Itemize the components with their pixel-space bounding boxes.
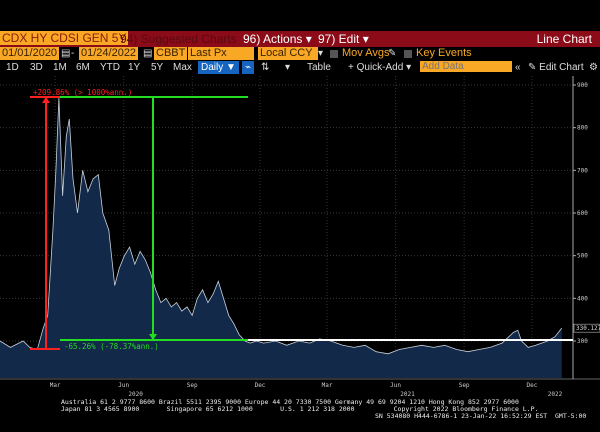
x-tick-label: Sep bbox=[187, 382, 198, 389]
x-tick-label: Mar bbox=[50, 382, 61, 389]
bar-chart-icon[interactable]: ⇅ bbox=[261, 62, 270, 73]
key-events-checkbox[interactable] bbox=[404, 50, 412, 58]
date-separator: - bbox=[71, 48, 75, 59]
key-events-label: Key Events bbox=[416, 47, 472, 59]
currency-dropdown-icon[interactable]: ▾ bbox=[318, 48, 324, 59]
x-tick-label: Jun bbox=[118, 382, 129, 389]
table-button[interactable]: Table bbox=[307, 62, 331, 73]
suggested-charts-button[interactable]: 94) Suggested Charts bbox=[120, 32, 237, 46]
y-tick-label: 900 bbox=[577, 82, 588, 89]
ticker-field[interactable]: CDX HY CDSI GEN 5Y bbox=[0, 31, 129, 45]
y-tick-label: 500 bbox=[577, 253, 588, 260]
gear-icon[interactable]: ⚙ bbox=[589, 62, 598, 73]
collapse-icon[interactable]: « bbox=[515, 62, 521, 73]
y-tick-label: 700 bbox=[577, 167, 588, 174]
rise-annotation: +209.86% (> 1000%ann.) bbox=[33, 88, 132, 97]
y-tick-label: 600 bbox=[577, 210, 588, 217]
x-tick-label: Mar bbox=[322, 382, 333, 389]
end-date-input[interactable]: 01/24/2022 bbox=[79, 47, 139, 60]
y-tick-label: 800 bbox=[577, 125, 588, 132]
chart-type-title: Line Chart bbox=[536, 32, 592, 46]
actions-menu[interactable]: 96) Actions ▾ bbox=[243, 32, 312, 46]
year-label: 2022 bbox=[548, 391, 563, 398]
toolbar-row: 1D 3D 1M 6M YTD 1Y 5Y Max Daily ▼ ⌁ ⇅ ▾ … bbox=[0, 61, 600, 75]
controls-row: 01/01/2020 ▤ - 01/24/2022 ▤ CBBT Last Px… bbox=[0, 47, 600, 61]
footer-session: SN 534080 H444-6786-1 23-Jan-22 16:52:29… bbox=[375, 412, 587, 420]
period-1y[interactable]: 1Y bbox=[128, 62, 141, 73]
x-tick-label: Dec bbox=[255, 382, 266, 389]
line-chart-icon[interactable]: ⌁ bbox=[242, 61, 255, 74]
pencil-icon[interactable]: ✎ bbox=[388, 48, 397, 59]
arrow-up-icon bbox=[42, 97, 50, 103]
year-label: 2020 bbox=[128, 391, 143, 398]
x-tick-label: Dec bbox=[527, 382, 538, 389]
frequency-select[interactable]: Daily ▼ bbox=[198, 61, 239, 74]
y-tick-label: 400 bbox=[577, 295, 588, 302]
fall-annotation: -65.26% (-78.37%ann.) bbox=[64, 342, 159, 351]
field-select[interactable]: Last Px bbox=[188, 47, 254, 60]
series-area bbox=[0, 97, 562, 379]
quick-add-button[interactable]: + Quick-Add ▾ bbox=[348, 62, 412, 73]
line-chart: 300 400 500 600 700 800 900 Mar Jun Sep Dec Mar Jun S… bbox=[0, 76, 600, 398]
footer-contacts-2: Japan 81 3 4565 8900 Singapore 65 6212 1… bbox=[61, 405, 539, 413]
start-date-input[interactable]: 01/01/2020 bbox=[0, 47, 60, 60]
period-3d[interactable]: 3D bbox=[30, 62, 43, 73]
year-label: 2021 bbox=[400, 391, 415, 398]
y-tick-label: 300 bbox=[577, 338, 588, 345]
source-field[interactable]: CBBT bbox=[154, 47, 188, 60]
period-5y[interactable]: 5Y bbox=[151, 62, 164, 73]
series-line bbox=[0, 97, 563, 355]
calendar-icon[interactable]: ▤ bbox=[61, 48, 71, 59]
mov-avgs-label: Mov Avgs bbox=[342, 47, 390, 59]
chart-style-dropdown-icon[interactable]: ▾ bbox=[285, 62, 291, 73]
period-1d[interactable]: 1D bbox=[6, 62, 19, 73]
last-value-badge bbox=[573, 323, 600, 333]
last-value-label: 330.127 bbox=[576, 325, 600, 332]
add-data-input[interactable] bbox=[420, 61, 512, 72]
period-1m[interactable]: 1M bbox=[53, 62, 67, 73]
period-6m[interactable]: 6M bbox=[76, 62, 90, 73]
arrow-down-icon bbox=[149, 334, 157, 340]
x-tick-label: Sep bbox=[459, 382, 470, 389]
footer-contacts-1: Australia 61 2 9777 8600 Brazil 5511 239… bbox=[61, 398, 519, 406]
period-ytd[interactable]: YTD bbox=[100, 62, 120, 73]
calendar-icon[interactable]: ▤ bbox=[143, 48, 153, 59]
period-max[interactable]: Max bbox=[173, 62, 192, 73]
header-bar: CDX HY CDSI GEN 5Y 94) Suggested Charts … bbox=[0, 31, 600, 47]
x-tick-label: Jun bbox=[390, 382, 401, 389]
edit-menu[interactable]: 97) Edit ▾ bbox=[318, 32, 369, 46]
currency-select[interactable]: Local CCY bbox=[258, 47, 318, 60]
edit-chart-button[interactable]: ✎ Edit Chart bbox=[528, 62, 584, 73]
mov-avgs-checkbox[interactable] bbox=[330, 50, 338, 58]
